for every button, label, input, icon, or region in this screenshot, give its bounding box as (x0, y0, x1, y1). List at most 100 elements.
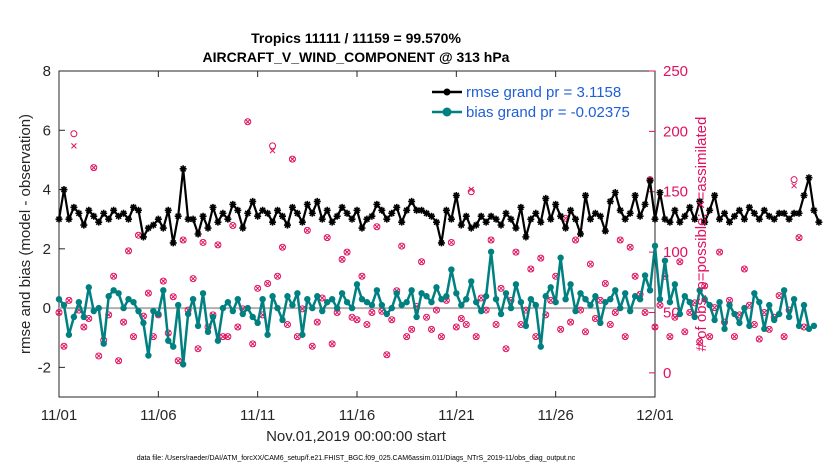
rmse-point (487, 212, 495, 220)
obs-assimilated-point (711, 304, 718, 311)
rmse-point (810, 206, 818, 214)
bias-point (617, 304, 624, 312)
obs-possible-point (671, 313, 679, 321)
obs-possible-point (447, 238, 455, 246)
rmse-point (189, 215, 197, 223)
bias-point (810, 322, 818, 330)
obs-assimilated-point (254, 285, 261, 292)
obs-possible-point (527, 265, 535, 273)
bias-point (289, 301, 296, 309)
rmse-point (229, 200, 237, 208)
bias-point (477, 307, 485, 315)
obs-possible-point (264, 280, 272, 288)
rmse-point (730, 212, 738, 220)
obs-assimilated-point (756, 336, 763, 342)
obs-possible-point (110, 272, 118, 280)
obs-assimilated-point (741, 266, 748, 272)
bias-point (353, 281, 361, 288)
rmse-point (626, 209, 634, 217)
rmse-point (65, 215, 73, 223)
rmse-point (800, 191, 808, 199)
rmse-point (765, 212, 773, 220)
obs-assimilated-point (503, 345, 509, 352)
obs-possible-point (497, 284, 505, 292)
legend-bias-marker (442, 107, 452, 117)
rmse-point (760, 206, 768, 214)
rmse-point (447, 215, 455, 223)
y2-axis-label: # of obs: o=possible; ×=assimilated (693, 117, 710, 352)
obs-assimilated-point (90, 164, 97, 171)
obs-assimilated-point (597, 297, 604, 304)
obs-assimilated-point (423, 314, 430, 321)
rmse-point (403, 206, 411, 214)
rmse-point (537, 218, 545, 226)
bias-point (433, 284, 440, 291)
obs-assimilated-point (438, 333, 445, 340)
obs-possible-point (626, 243, 634, 251)
bias-point (775, 310, 783, 318)
rmse-point (80, 221, 88, 229)
bias-point (244, 304, 251, 312)
obs-assimilated-point (249, 341, 256, 347)
rmse-point (115, 212, 123, 220)
rmse-point (393, 203, 401, 211)
obs-assimilated-point (627, 244, 634, 251)
obs-assimilated-point (483, 307, 489, 313)
bias-point (388, 304, 395, 312)
x-tick-label: 12/01 (636, 407, 674, 424)
rmse-point (656, 189, 664, 197)
obs-possible-point (755, 335, 763, 343)
rmse-point (144, 224, 152, 232)
bias-point (522, 322, 530, 330)
bias-point (706, 301, 713, 309)
rmse-point (214, 218, 222, 226)
bias-point (224, 298, 232, 306)
obs-possible-point (343, 248, 351, 256)
obs-possible-point (418, 258, 426, 266)
bias-point (676, 310, 684, 318)
obs-possible-point (338, 255, 346, 263)
obs-assimilated-point (319, 295, 326, 301)
bias-point (686, 298, 693, 306)
bias-point (70, 313, 78, 321)
legend: rmse grand pr = 3.1158 bias grand pr = -… (432, 84, 630, 121)
obs-assimilated-point (175, 357, 182, 364)
bias-point (711, 316, 718, 324)
bias-point (170, 343, 177, 350)
obs-assimilated-point (617, 237, 624, 243)
rmse-point (775, 209, 783, 217)
obs-assimilated-point (607, 321, 614, 328)
bias-point (150, 307, 157, 315)
bias-point (641, 272, 649, 279)
bias-point (731, 310, 738, 318)
obs-possible-point (681, 328, 689, 336)
bias-point (80, 313, 88, 321)
obs-assimilated-point (359, 273, 365, 280)
obs-assimilated-point (453, 324, 460, 330)
obs-assimilated-point (547, 297, 554, 304)
bias-point (423, 293, 430, 300)
obs-assimilated-point (294, 333, 301, 340)
obs-assimilated-point (170, 293, 177, 300)
bias-point (199, 290, 207, 297)
bias-point (428, 298, 435, 306)
rmse-point (134, 206, 142, 214)
bias-point (55, 296, 63, 303)
obs-possible-point (601, 280, 609, 288)
bias-point (671, 281, 679, 288)
rmse-point (358, 224, 366, 232)
bias-point (636, 296, 644, 303)
obs-possible-point (730, 333, 738, 341)
rmse-point (120, 209, 128, 217)
bias-point (145, 352, 152, 359)
obs-assimilated-point (448, 239, 455, 246)
bias-point (532, 301, 539, 309)
rmse-point (353, 206, 361, 214)
x-axis-label: Nov.01,2019 00:00:00 start (266, 428, 447, 445)
obs-possible-point (214, 241, 222, 249)
rmse-point (274, 206, 282, 214)
rmse-point (616, 206, 624, 214)
y2-tick-label: 100 (663, 244, 688, 261)
obs-assimilated-point (676, 258, 683, 265)
rmse-point (279, 212, 286, 220)
